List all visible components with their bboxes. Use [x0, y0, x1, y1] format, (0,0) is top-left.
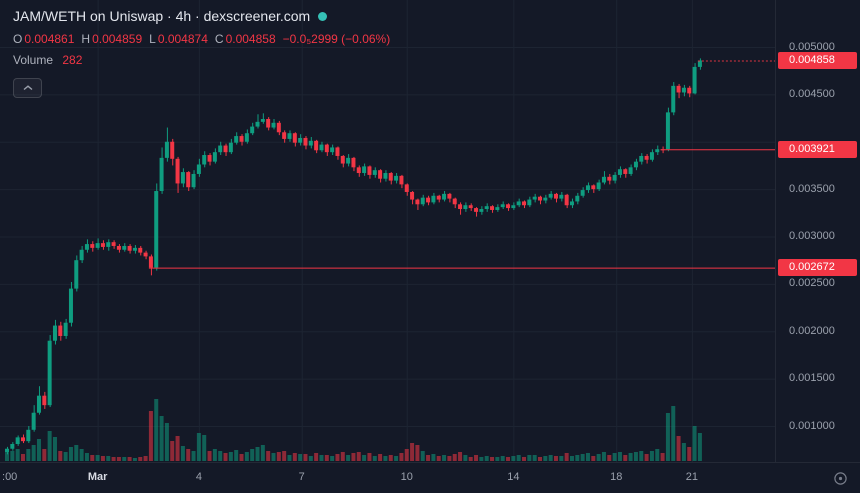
vertical-gridlines: [97, 0, 693, 462]
collapse-legend-button[interactable]: [13, 78, 42, 98]
time-axis-label: :00: [2, 471, 18, 483]
chevron-up-icon: [23, 85, 32, 91]
price-axis-label: 0.003500: [789, 182, 835, 195]
price-axis[interactable]: 0.005000 0.004500 0.003500 0.003000 0.002500…: [775, 0, 860, 462]
chart-legend: JAM/WETH on Uniswap · 4h · dexscreener.c…: [13, 8, 390, 98]
price-badge: 0.002672: [778, 259, 857, 277]
close-label: C: [214, 32, 224, 46]
price-axis-label: 0.005000: [789, 40, 835, 53]
time-axis-label: 10: [400, 471, 413, 483]
time-axis-label: 14: [507, 471, 520, 483]
price-axis-label: 0.001500: [789, 372, 835, 385]
time-axis-label: 7: [298, 471, 305, 483]
low-label: L: [149, 32, 156, 46]
symbol-title: JAM/WETH on Uniswap · 4h · dexscreener.c…: [13, 8, 311, 24]
price-lines-layer: [148, 60, 775, 269]
high-value: 0.004859: [92, 32, 143, 46]
open-label: O: [13, 32, 23, 46]
time-axis-label: 21: [685, 471, 699, 483]
low-value: 0.004874: [157, 32, 208, 46]
price-badge: 0.004858: [778, 51, 857, 69]
status-dot-icon: [318, 11, 328, 21]
time-axis-label: 4: [195, 471, 202, 483]
ohlc-row: O 0.004861 H 0.004859 L 0.004874 C 0.004…: [13, 32, 390, 46]
volume-value: 282: [62, 53, 83, 67]
close-value: 0.004858: [225, 32, 276, 46]
volume-bars-layer: [5, 399, 702, 461]
crosshair-target-icon[interactable]: [831, 469, 849, 487]
high-label: H: [81, 32, 91, 46]
time-axis-label: 18: [610, 471, 623, 483]
time-axis[interactable]: :00 Mar 4 7 10 14 18 21: [0, 462, 860, 493]
price-axis-label: 0.004500: [789, 87, 835, 100]
candles-layer: [5, 58, 702, 455]
price-axis-label: 0.003000: [789, 230, 835, 242]
chart-plot-area[interactable]: [0, 0, 775, 462]
horizontal-gridlines: [0, 47, 775, 427]
price-axis-label: 0.002500: [789, 277, 835, 290]
symbol-title-row: JAM/WETH on Uniswap · 4h · dexscreener.c…: [13, 8, 390, 24]
open-value: 0.004861: [24, 32, 75, 46]
volume-row: Volume 282: [13, 53, 390, 67]
change-value: −0.0₅2999 (−0.06%): [282, 32, 391, 46]
price-axis-label: 0.001000: [789, 419, 835, 432]
volume-label: Volume: [13, 53, 54, 67]
price-axis-label: 0.002000: [789, 324, 835, 337]
time-axis-label: Mar: [87, 471, 108, 483]
price-badge: 0.003921: [778, 140, 857, 158]
